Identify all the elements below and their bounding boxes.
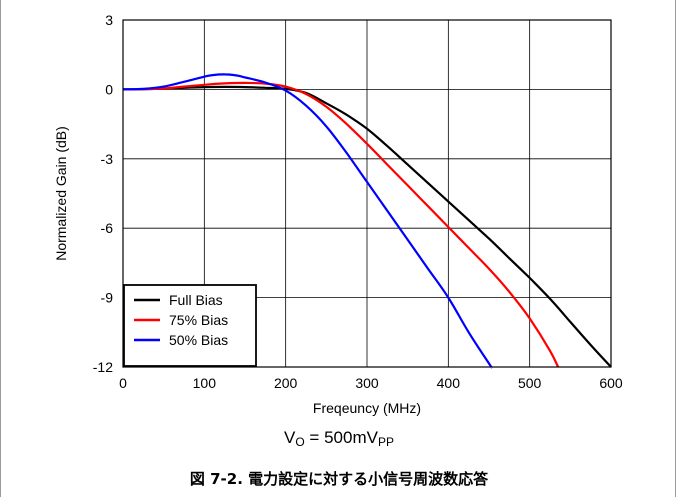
y-axis-label: Normalized Gain (dB)	[53, 126, 69, 261]
y-tick-label: -12	[93, 359, 113, 375]
x-tick-label: 600	[599, 375, 623, 391]
legend-label: 50% Bias	[169, 332, 228, 348]
x-axis-label: Freqeuncy (MHz)	[313, 400, 421, 416]
x-tick-label: 0	[119, 375, 127, 391]
x-tick-label: 100	[193, 375, 217, 391]
y-tick-label: -3	[101, 151, 114, 167]
legend-box	[123, 284, 257, 367]
condition-prefix-sub: O	[295, 435, 305, 449]
chart-series	[122, 73, 612, 369]
y-tick-label: -6	[101, 220, 114, 236]
x-tick-label: 300	[355, 375, 379, 391]
condition-prefix: V	[284, 428, 296, 447]
x-tick-label: 200	[274, 375, 298, 391]
x-tick-label: 500	[518, 375, 542, 391]
series-line	[122, 85, 612, 368]
chart: 0 100 200 300 400 500 600 3 0 -3 -6 -9 -12 Freqeuncy…	[53, 12, 623, 416]
y-tick-label: 0	[105, 81, 113, 97]
chart-legend: Full Bias 75% Bias 50% Bias	[123, 284, 257, 367]
condition-suffix-sub: PP	[377, 435, 394, 449]
x-tick-label: 400	[437, 375, 461, 391]
series-line	[122, 81, 560, 368]
y-tick-label: -9	[101, 290, 114, 306]
plot-area-border	[122, 19, 612, 368]
legend-label: Full Bias	[169, 292, 223, 308]
condition-middle: = 500mV	[304, 428, 378, 447]
figure-caption: 図 7-2. 電力設定に対する小信号周波数応答	[189, 470, 489, 488]
series-line	[122, 73, 493, 369]
legend-label: 75% Bias	[169, 312, 228, 328]
y-tick-label: 3	[105, 12, 113, 28]
test-condition: VO = 500mVPP	[0, 428, 678, 449]
tick-labels: 0 100 200 300 400 500 600 3 0 -3 -6 -9 -12	[93, 12, 623, 391]
